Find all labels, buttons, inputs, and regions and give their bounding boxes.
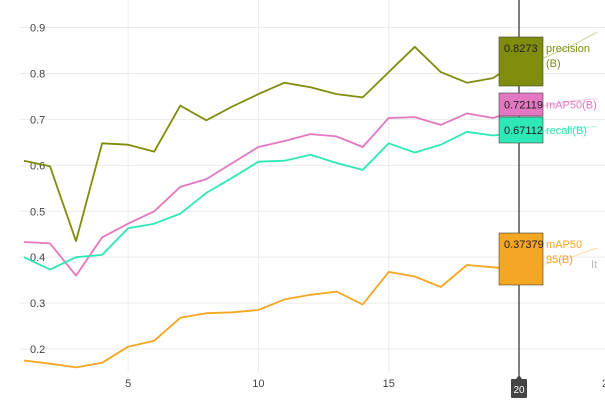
- crosshair-badge-arrow: [516, 375, 523, 379]
- tooltip-series-name-line2: (B): [546, 58, 561, 70]
- tooltip-series-name: precision: [546, 43, 590, 55]
- series-line: [23, 108, 520, 277]
- tooltip-value-box: [498, 116, 544, 144]
- x-tick-label: 5: [125, 378, 131, 390]
- hover-tooltips: 0.8273 precision(B)0.72119 mAP50(B)0.67112…: [498, 36, 597, 286]
- series-line: [23, 45, 520, 242]
- y-tick-label: 0.3: [30, 298, 45, 310]
- tooltip-recall-b-: 0.67112 recall(B): [498, 116, 587, 144]
- y-tick-label: 0.9: [30, 23, 45, 35]
- tooltip-series-name: mAP50(B): [546, 100, 597, 112]
- tooltip-map50-95-b-: 0.37379 mAP50 95(B): [498, 232, 582, 286]
- tooltip-series-name-line2: 95(B): [546, 254, 573, 266]
- tooltip-series-name: recall(B): [546, 125, 587, 137]
- tooltip-value: 0.37379: [504, 239, 544, 251]
- x-tick-label: 10: [252, 378, 264, 390]
- tooltip-value-box: [498, 232, 544, 286]
- y-axis-tick-labels: 0.20.30.40.50.60.70.80.9: [30, 23, 45, 356]
- tooltip-value-box: [498, 92, 544, 117]
- tooltip-value-box: [498, 36, 544, 87]
- y-tick-label: 0.2: [30, 344, 45, 356]
- x-tick-label-clipped: 2: [602, 378, 605, 390]
- series-line: [23, 130, 520, 271]
- tooltip-map50-b-: 0.72119 mAP50(B): [498, 92, 597, 117]
- y-tick-label: 0.7: [30, 114, 45, 126]
- tooltip-value: 0.72119: [504, 100, 543, 112]
- tooltip-value: 0.8273: [504, 43, 538, 55]
- y-tick-label: 0.8: [30, 68, 45, 80]
- tooltip-series-name: mAP50: [546, 239, 582, 251]
- tooltip-value: 0.67112: [504, 125, 543, 137]
- crosshair-x-label: 20: [513, 385, 525, 396]
- x-axis-tick-labels: 5 10 15 2: [125, 378, 605, 390]
- series-line: [23, 264, 520, 369]
- tooltip-precision-b-: 0.8273 precision (B): [498, 36, 590, 87]
- y-tick-label: 0.4: [30, 252, 45, 264]
- crosshair-x-badge: [511, 379, 528, 398]
- y-tick-label: 0.5: [30, 206, 45, 218]
- series-lines: [23, 31, 598, 369]
- x-tick-label: 15: [383, 378, 395, 390]
- faded-tooltip-fragment: It: [591, 259, 597, 271]
